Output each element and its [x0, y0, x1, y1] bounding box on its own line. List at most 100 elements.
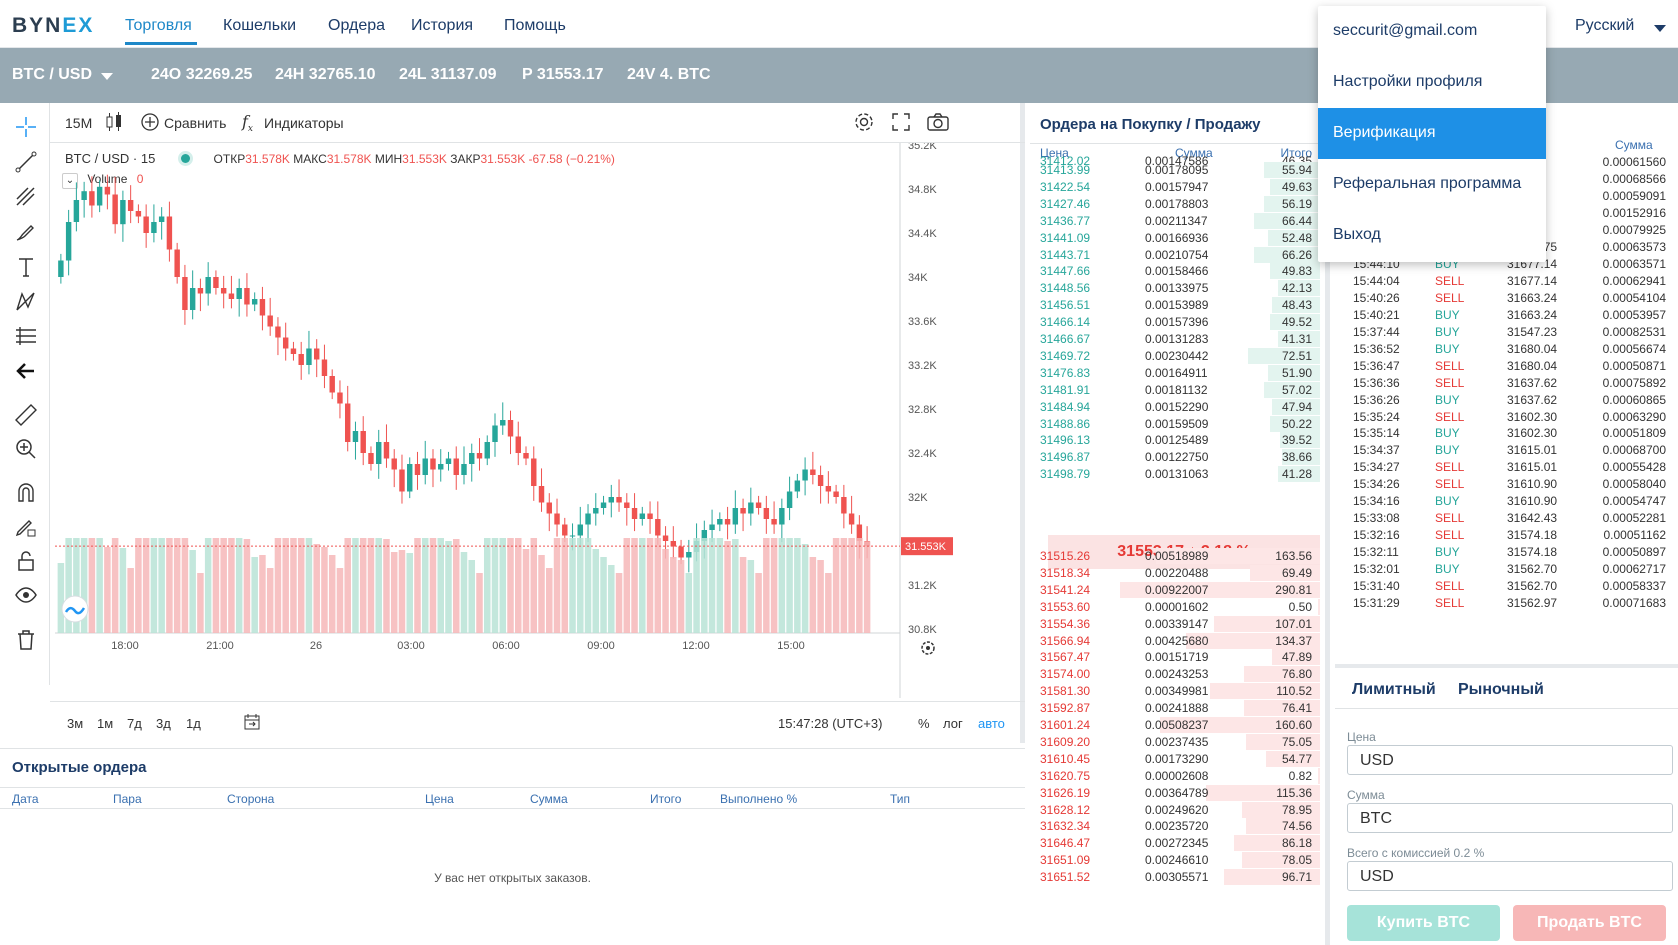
- ask-row[interactable]: 31566.94 0.00425680 134.37: [1030, 632, 1320, 650]
- nav-item-trading[interactable]: Торговля: [125, 17, 192, 34]
- ask-row[interactable]: 31628.12 0.00249620 78.95: [1030, 801, 1320, 819]
- fx-icon[interactable]: fx: [242, 112, 253, 135]
- indicators-button[interactable]: Индикаторы: [264, 115, 344, 131]
- text-tool-icon[interactable]: [14, 255, 38, 279]
- menu-item-logout[interactable]: Выход: [1333, 226, 1381, 243]
- ask-row[interactable]: 31567.47 0.00151719 47.89: [1030, 648, 1320, 666]
- collapse-legend-toggle[interactable]: ⌄: [62, 173, 78, 189]
- eye-icon[interactable]: [14, 583, 38, 607]
- bid-row[interactable]: 31441.09 0.00166936 52.48: [1030, 229, 1320, 247]
- tradingview-logo-icon[interactable]: [61, 595, 89, 623]
- language-selector[interactable]: Русский: [1575, 17, 1635, 34]
- price-input[interactable]: USD: [1347, 745, 1673, 775]
- ask-row[interactable]: 31574.00 0.00243253 76.80: [1030, 665, 1320, 683]
- bid-row[interactable]: 31496.13 0.00125489 39.52: [1030, 431, 1320, 449]
- candle-body: [414, 464, 421, 475]
- bid-row[interactable]: 31481.91 0.00181132 57.02: [1030, 381, 1320, 399]
- ask-row[interactable]: 31518.34 0.00220488 69.49: [1030, 564, 1320, 582]
- amount-input[interactable]: BTC: [1347, 803, 1673, 833]
- fullscreen-icon[interactable]: [890, 111, 912, 136]
- ask-row[interactable]: 31609.20 0.00237435 75.05: [1030, 733, 1320, 751]
- range-7d[interactable]: 7д: [127, 716, 142, 731]
- camera-icon[interactable]: [926, 111, 950, 136]
- range-1m[interactable]: 1м: [97, 716, 114, 731]
- zoom-in-icon[interactable]: [14, 437, 38, 461]
- ask-row[interactable]: 31632.34 0.00235720 74.56: [1030, 817, 1320, 835]
- ask-row[interactable]: 31553.60 0.00001602 0.50: [1030, 598, 1320, 616]
- ask-row[interactable]: 31541.24 0.00922007 290.81: [1030, 581, 1320, 599]
- menu-item-referral[interactable]: Реферальная программа: [1333, 175, 1522, 192]
- ask-row[interactable]: 31554.36 0.00339147 107.01: [1030, 615, 1320, 633]
- brush-icon[interactable]: [14, 220, 38, 244]
- ask-row[interactable]: 31651.52 0.00305571 96.71: [1030, 868, 1320, 886]
- calendar-range-icon[interactable]: [243, 713, 261, 734]
- depth-bar: [1254, 212, 1320, 229]
- ask-row[interactable]: 31515.26 0.00518989 163.56: [1030, 547, 1320, 565]
- bid-row[interactable]: 31427.46 0.00178803 56.19: [1030, 195, 1320, 213]
- magnet-icon[interactable]: [14, 481, 38, 505]
- ask-row[interactable]: 31626.19 0.00364789 115.36: [1030, 784, 1320, 802]
- unlock-icon[interactable]: [14, 549, 38, 573]
- compare-button[interactable]: Сравнить: [164, 115, 227, 131]
- profile-email[interactable]: seccurit@gmail.com: [1333, 22, 1478, 39]
- bid-row[interactable]: 31422.54 0.00157947 49.63: [1030, 178, 1320, 196]
- crosshair-icon[interactable]: [14, 115, 38, 139]
- menu-item-profile-settings[interactable]: Настройки профиля: [1333, 73, 1483, 90]
- candles-icon[interactable]: [105, 111, 123, 136]
- auto-scale-toggle[interactable]: авто: [978, 716, 1005, 731]
- nav-item-orders[interactable]: Ордера: [328, 17, 386, 34]
- buy-button[interactable]: Купить BTC: [1347, 905, 1500, 941]
- bid-row[interactable]: 31498.79 0.00131063 41.28: [1030, 465, 1320, 483]
- ask-row[interactable]: 31651.09 0.00246610 78.05: [1030, 851, 1320, 869]
- tab-limit[interactable]: Лимитный: [1352, 681, 1436, 698]
- ask-row[interactable]: 31646.47 0.00272345 86.18: [1030, 834, 1320, 852]
- ask-row[interactable]: 31581.30 0.00349981 110.52: [1030, 682, 1320, 700]
- bid-row[interactable]: 31484.94 0.00152290 47.94: [1030, 398, 1320, 416]
- ruler-icon[interactable]: [14, 403, 38, 427]
- fib-tool-icon[interactable]: [14, 185, 38, 209]
- plus-circle-icon[interactable]: [140, 112, 160, 135]
- bid-row[interactable]: 31448.56 0.00133975 42.13: [1030, 279, 1320, 297]
- range-3m[interactable]: 3м: [67, 716, 84, 731]
- bid-row[interactable]: 31413.99 0.00178095 55.94: [1030, 161, 1320, 179]
- ask-row[interactable]: 31601.24 0.00508237 160.60: [1030, 716, 1320, 734]
- nav-item-history[interactable]: История: [411, 17, 474, 34]
- bid-row[interactable]: 31466.67 0.00131283 41.31: [1030, 330, 1320, 348]
- nav-item-help[interactable]: Помощь: [504, 17, 566, 34]
- trend-line-icon[interactable]: [14, 150, 38, 174]
- axis-settings-icon[interactable]: [921, 641, 935, 655]
- menu-item-verification[interactable]: Верификация: [1318, 108, 1546, 159]
- bid-row[interactable]: 31469.72 0.00230442 72.51: [1030, 347, 1320, 365]
- bid-row[interactable]: 31436.77 0.00211347 66.44: [1030, 212, 1320, 230]
- price-chart[interactable]: 35.2K 34.8K 34.4K 34K 33.6K 33.2K 32.8K 32.4K 32…: [55, 143, 1020, 698]
- nav-item-wallets[interactable]: Кошельки: [223, 17, 297, 34]
- range-1d[interactable]: 1д: [186, 716, 201, 731]
- bid-row[interactable]: 31447.66 0.00158466 49.83: [1030, 262, 1320, 280]
- bid-row[interactable]: 31456.51 0.00153989 48.43: [1030, 296, 1320, 314]
- percent-scale-toggle[interactable]: %: [918, 716, 930, 731]
- ask-row[interactable]: 31620.75 0.00002608 0.82: [1030, 767, 1320, 785]
- chevron-down-icon[interactable]: [101, 73, 113, 80]
- bid-row[interactable]: 31488.86 0.00159509 50.22: [1030, 415, 1320, 433]
- pattern-tool-icon[interactable]: [14, 290, 38, 314]
- gear-icon[interactable]: [853, 111, 875, 136]
- sell-button[interactable]: Продать BTC: [1513, 905, 1666, 941]
- range-3d[interactable]: 3д: [156, 716, 171, 731]
- prediction-tool-icon[interactable]: [14, 324, 38, 348]
- bid-row[interactable]: 31466.14 0.00157396 49.52: [1030, 313, 1320, 331]
- tab-market[interactable]: Рыночный: [1458, 681, 1544, 698]
- bid-row[interactable]: 31443.71 0.00210754 66.26: [1030, 246, 1320, 264]
- pair-selector[interactable]: BTC / USD: [12, 66, 92, 83]
- total-input[interactable]: USD: [1347, 861, 1673, 891]
- logo[interactable]: BYNEX: [12, 14, 95, 37]
- back-arrow-icon[interactable]: [14, 359, 38, 383]
- ask-row[interactable]: 31592.87 0.00241888 76.41: [1030, 699, 1320, 717]
- bid-row[interactable]: 31476.83 0.00164911 51.90: [1030, 364, 1320, 382]
- trash-icon[interactable]: [14, 628, 38, 652]
- chevron-down-icon[interactable]: [1654, 25, 1666, 32]
- bid-row[interactable]: 31496.87 0.00122750 38.66: [1030, 448, 1320, 466]
- ask-row[interactable]: 31610.45 0.00173290 54.77: [1030, 750, 1320, 768]
- log-scale-toggle[interactable]: лог: [943, 716, 963, 731]
- interval-selector[interactable]: 15M: [65, 115, 93, 131]
- lock-drawing-icon[interactable]: [14, 515, 38, 539]
